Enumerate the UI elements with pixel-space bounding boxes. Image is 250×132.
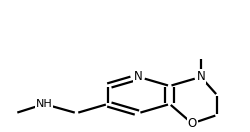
Text: O: O (188, 117, 197, 130)
Text: NH: NH (36, 99, 52, 109)
Text: N: N (134, 70, 143, 83)
Text: N: N (196, 70, 205, 83)
